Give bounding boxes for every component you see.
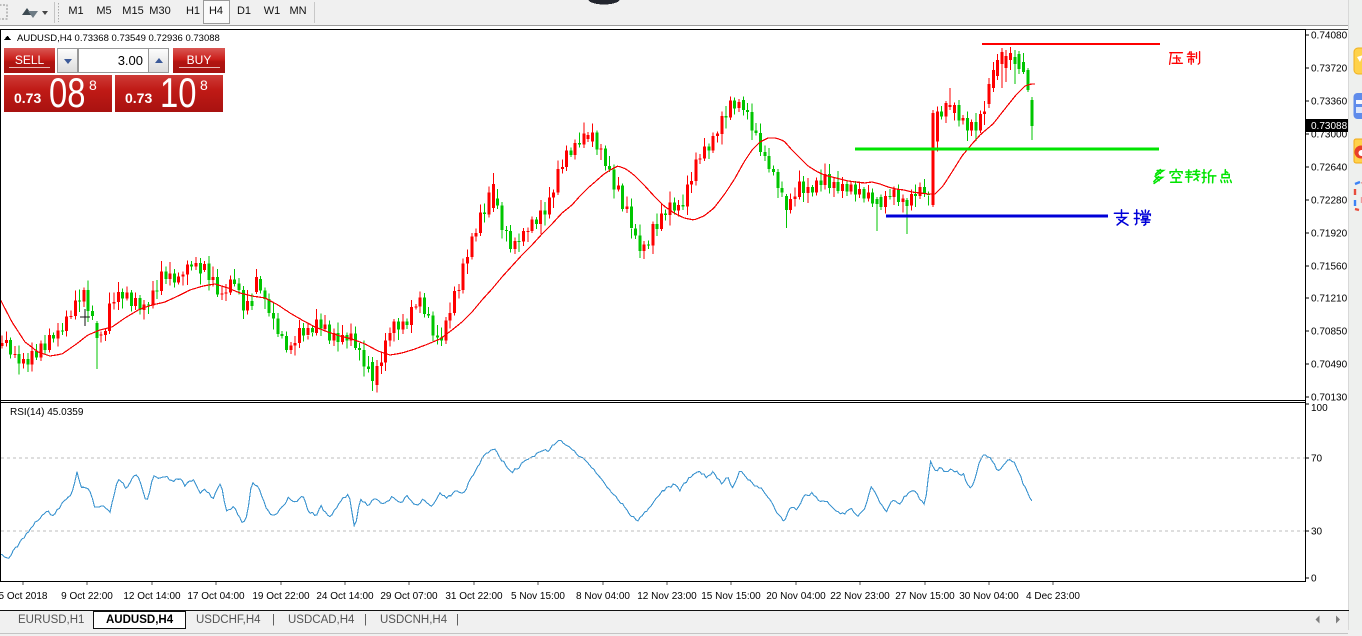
svg-text:0.73000: 0.73000 — [1311, 130, 1348, 141]
svg-text:0.70490: 0.70490 — [1311, 360, 1348, 371]
svg-text:12 Oct 14:00: 12 Oct 14:00 — [123, 591, 181, 602]
svg-text:5 Nov 15:00: 5 Nov 15:00 — [511, 591, 565, 602]
svg-text:AUDUSD,H4 0.73368 0.73549 0.7: AUDUSD,H4 0.73368 0.73549 0.72936 0.7308… — [17, 33, 220, 44]
svg-text:31 Oct 22:00: 31 Oct 22:00 — [445, 591, 503, 602]
svg-text:19 Oct 22:00: 19 Oct 22:00 — [252, 591, 310, 602]
svg-text:15 Nov 15:00: 15 Nov 15:00 — [701, 591, 761, 602]
svg-text:0.74080: 0.74080 — [1311, 31, 1348, 42]
svg-text:30 Nov 04:00: 30 Nov 04:00 — [959, 591, 1019, 602]
svg-text:0.71920: 0.71920 — [1311, 229, 1348, 240]
svg-text:0.73360: 0.73360 — [1311, 97, 1348, 108]
svg-text:22 Nov 23:00: 22 Nov 23:00 — [830, 591, 890, 602]
svg-text:20 Nov 04:00: 20 Nov 04:00 — [766, 591, 826, 602]
svg-text:0: 0 — [1311, 574, 1317, 585]
svg-text:24 Oct 14:00: 24 Oct 14:00 — [316, 591, 374, 602]
svg-text:17 Oct 04:00: 17 Oct 04:00 — [187, 591, 245, 602]
svg-text:4 Dec 23:00: 4 Dec 23:00 — [1026, 591, 1080, 602]
svg-text:0.73720: 0.73720 — [1311, 64, 1348, 75]
svg-text:0.71210: 0.71210 — [1311, 294, 1348, 305]
svg-text:0.73088: 0.73088 — [1311, 121, 1348, 132]
svg-text:30: 30 — [1311, 527, 1323, 538]
svg-text:0.70850: 0.70850 — [1311, 327, 1348, 338]
svg-text:29 Oct 07:00: 29 Oct 07:00 — [380, 591, 438, 602]
svg-text:12 Nov 23:00: 12 Nov 23:00 — [637, 591, 697, 602]
svg-text:0.71560: 0.71560 — [1311, 262, 1348, 273]
svg-text:27 Nov 15:00: 27 Nov 15:00 — [895, 591, 955, 602]
svg-text:0.72280: 0.72280 — [1311, 196, 1348, 207]
svg-text:0.70130: 0.70130 — [1311, 393, 1348, 404]
svg-text:0.72640: 0.72640 — [1311, 163, 1348, 174]
svg-text:5 Oct 2018: 5 Oct 2018 — [0, 591, 48, 602]
svg-text:9 Oct 22:00: 9 Oct 22:00 — [61, 591, 113, 602]
svg-text:100: 100 — [1311, 403, 1328, 414]
svg-text:8 Nov 04:00: 8 Nov 04:00 — [576, 591, 630, 602]
svg-text:RSI(14) 45.0359: RSI(14) 45.0359 — [10, 407, 84, 418]
svg-text:70: 70 — [1311, 454, 1323, 465]
